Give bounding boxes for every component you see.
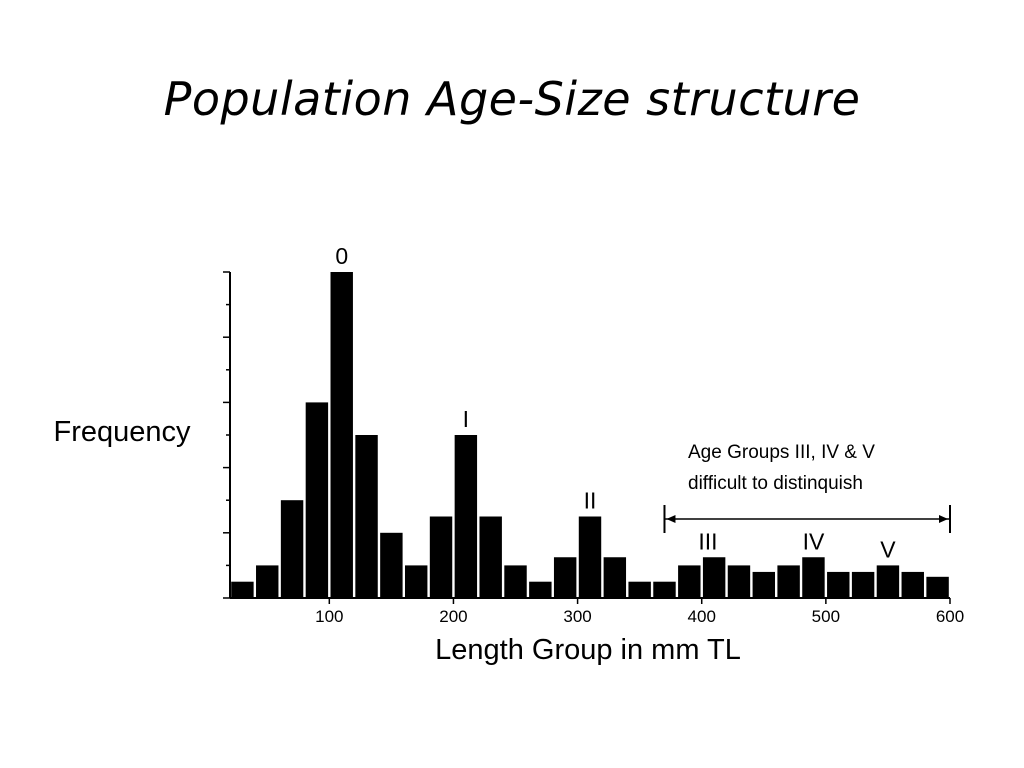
bar (678, 565, 701, 598)
bar (752, 571, 776, 598)
peak-label: III (698, 528, 717, 554)
bar (404, 565, 428, 598)
bar (653, 581, 676, 598)
annotation-line-1: Age Groups III, IV & V (688, 442, 875, 463)
y-ticks (223, 271, 230, 599)
bar (901, 571, 924, 598)
peak-label: II (584, 488, 597, 514)
bar (429, 516, 453, 598)
bar (305, 402, 329, 598)
bar (827, 571, 850, 598)
x-tick-label: 500 (812, 607, 840, 626)
bar (603, 557, 627, 598)
x-tick-label: 200 (439, 607, 467, 626)
x-tick-label: 400 (688, 607, 716, 626)
bar (231, 581, 254, 598)
bar (355, 435, 378, 598)
arrow-right-icon (939, 515, 948, 523)
x-tick-label: 300 (563, 607, 591, 626)
x-tick-label: 600 (936, 607, 964, 626)
peak-label: I (463, 406, 469, 432)
bar (256, 565, 279, 598)
peak-label: 0 (335, 243, 348, 269)
bar (504, 565, 527, 598)
x-tick-label: 100 (315, 607, 343, 626)
bar (851, 571, 875, 598)
bar (876, 565, 900, 598)
bar (553, 557, 577, 598)
bar (380, 532, 403, 598)
bar (727, 565, 751, 598)
bars-group (231, 272, 949, 598)
bar (454, 435, 478, 598)
bar (777, 565, 800, 598)
page-title: Population Age-Size structure (163, 72, 861, 126)
peak-label: IV (803, 528, 825, 554)
bar (628, 581, 651, 598)
peak-label: V (880, 536, 896, 562)
bar (529, 581, 552, 598)
x-axis-label: Length Group in mm TL (435, 634, 741, 666)
bar (280, 500, 304, 598)
bar (479, 516, 502, 598)
arrow-left-icon (666, 515, 676, 523)
y-axis-label: Frequency (53, 416, 191, 448)
bar (802, 557, 825, 598)
bar (926, 576, 949, 598)
bar (330, 272, 353, 598)
x-ticks: 100 200 300 400 500 600 (315, 598, 964, 626)
bar (578, 516, 602, 598)
annotation-range-arrow (663, 505, 951, 533)
annotation-line-2: difficult to distinquish (688, 473, 863, 494)
bar (702, 557, 726, 598)
